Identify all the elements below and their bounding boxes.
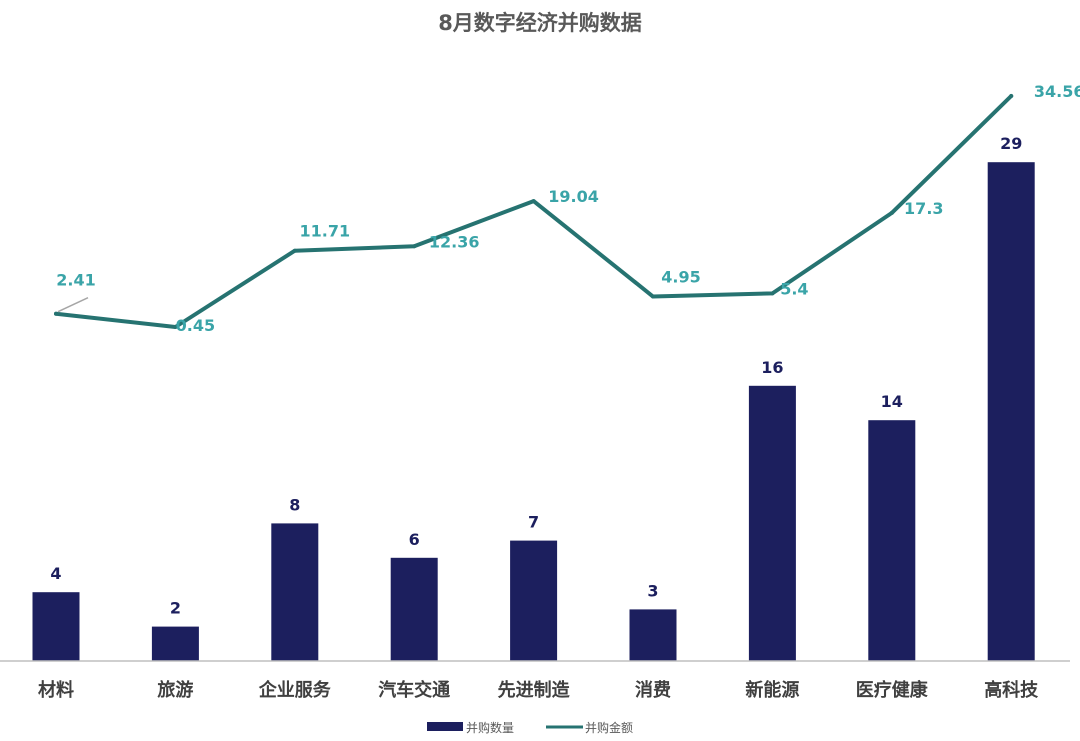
amount-line xyxy=(54,94,1014,329)
category-label: 先进制造 xyxy=(498,679,570,701)
line-data-label: 5.4 xyxy=(780,279,808,298)
bar-data-label: 29 xyxy=(1000,134,1022,153)
line-point-0 xyxy=(54,311,58,316)
category-label: 旅游 xyxy=(157,679,193,701)
bar-data-label: 4 xyxy=(50,564,61,583)
line-data-label: 11.71 xyxy=(299,222,350,241)
line-point-8 xyxy=(1009,94,1014,98)
line-data-label: 34.56 xyxy=(1034,82,1080,101)
category-label: 高科技 xyxy=(984,679,1039,701)
line-data-label: 4.95 xyxy=(661,268,700,287)
bar-4 xyxy=(510,540,558,661)
line-data-label: 19.04 xyxy=(548,187,599,206)
bar-8 xyxy=(987,162,1035,661)
bar-data-label: 7 xyxy=(528,513,539,532)
bar-data-label: 16 xyxy=(761,358,783,377)
bar-data-label: 14 xyxy=(881,392,903,411)
line-data-label: 17.3 xyxy=(904,199,943,218)
bar-data-label: 8 xyxy=(289,495,300,514)
bar-2 xyxy=(271,523,319,661)
bar-6 xyxy=(748,385,796,661)
bar-0 xyxy=(32,592,80,661)
line-data-label: 0.45 xyxy=(176,316,215,335)
category-label: 医疗健康 xyxy=(856,679,929,701)
category-labels: 材料 旅游 企业服务 汽车交通 先进制造 消费 新能源 医疗健康 高科技 xyxy=(38,679,1039,701)
category-label: 企业服务 xyxy=(258,679,332,701)
line-data-label: 2.41 xyxy=(56,271,95,290)
line-point-7 xyxy=(889,210,894,215)
category-label: 材料 xyxy=(38,679,74,701)
bars-layer: 4 2 8 6 7 3 16 14 29 xyxy=(32,134,1035,661)
line-point-4 xyxy=(531,199,536,204)
leader-line xyxy=(57,297,89,313)
line-data-label: 12.36 xyxy=(429,232,480,251)
bar-data-label: 6 xyxy=(409,530,420,549)
legend-bar-label: 并购数量 xyxy=(466,720,514,735)
chart-title: 8月数字经济并购数据 xyxy=(438,11,642,35)
line-point-3 xyxy=(412,244,417,249)
line-point-2 xyxy=(292,248,297,253)
line-point-5 xyxy=(651,294,655,299)
line-layer: 2.41 0.45 11.71 12.36 19.04 4.95 5.4 17.3 34.56 xyxy=(54,82,1080,335)
bar-3 xyxy=(390,557,438,661)
legend-line-label: 并购金额 xyxy=(585,720,633,735)
legend: 并购数量 并购金额 xyxy=(427,720,633,735)
legend-bar-swatch xyxy=(427,722,463,731)
bar-1 xyxy=(151,626,199,661)
line-point-6 xyxy=(770,291,775,296)
category-label: 消费 xyxy=(635,679,671,701)
bar-5 xyxy=(629,609,677,661)
bar-data-label: 3 xyxy=(647,581,658,600)
category-label: 新能源 xyxy=(745,679,799,701)
line-point-1 xyxy=(173,325,178,329)
bar-data-label: 2 xyxy=(170,599,181,618)
category-label: 汽车交通 xyxy=(378,679,450,701)
bar-7 xyxy=(868,420,916,661)
